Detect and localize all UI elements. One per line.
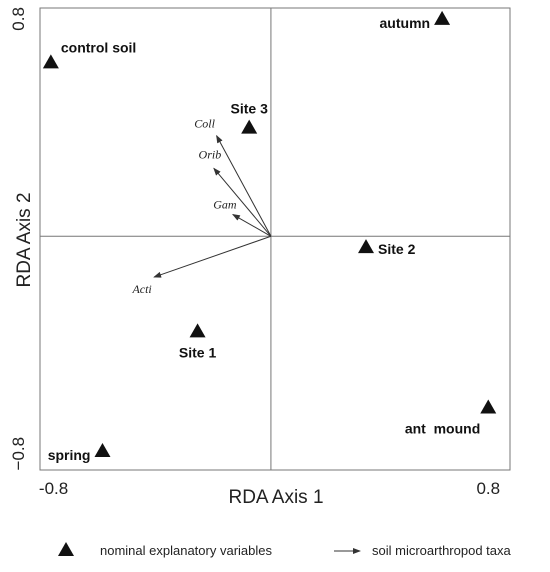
point-label: Site 2 — [378, 241, 416, 257]
point-triangle — [189, 323, 206, 338]
point-triangle — [480, 399, 497, 414]
legend-label-taxa: soil microarthropod taxa — [372, 543, 511, 558]
legend: nominal explanatory variables soil micro… — [58, 542, 511, 558]
taxon-vector — [232, 214, 272, 237]
taxon-vector — [216, 134, 272, 237]
point-triangle — [434, 10, 451, 25]
point-triangle — [42, 54, 59, 69]
x-tick-label: -0.8 — [39, 479, 68, 498]
variable-points: control soil autumn Site 3 Site 2 Site 1 ant … — [42, 10, 497, 463]
point-triangle — [94, 442, 111, 457]
taxon-label: Acti — [131, 282, 151, 296]
plot-frame — [39, 7, 511, 471]
legend-triangle-icon — [58, 542, 74, 556]
y-tick-label: 0.8 — [9, 7, 28, 31]
point-label: autumn — [380, 15, 431, 31]
point-triangle — [358, 239, 375, 254]
point-label: Site 1 — [179, 344, 217, 360]
taxon-vector — [213, 167, 272, 237]
axis-ticks: -0.8 0.8 0.8 −0.8 — [9, 7, 500, 498]
x-tick-label: 0.8 — [476, 479, 500, 498]
y-axis-title: RDA Axis 2 — [14, 192, 35, 287]
point-triangle — [241, 119, 258, 134]
taxon-label: Coll — [194, 117, 215, 131]
legend-label-variables: nominal explanatory variables — [100, 543, 272, 558]
y-tick-label: −0.8 — [9, 437, 28, 471]
taxon-label: Orib — [199, 147, 222, 161]
x-axis-title: RDA Axis 1 — [228, 487, 323, 508]
taxa-vectors: Coll Orib Gam Acti — [131, 117, 272, 296]
taxon-vector — [153, 235, 272, 278]
point-label: Site 3 — [231, 101, 269, 117]
point-label: spring — [48, 447, 91, 463]
point-label: control soil — [61, 39, 136, 55]
point-label: ant mound — [405, 420, 480, 436]
taxon-label: Gam — [213, 198, 237, 212]
